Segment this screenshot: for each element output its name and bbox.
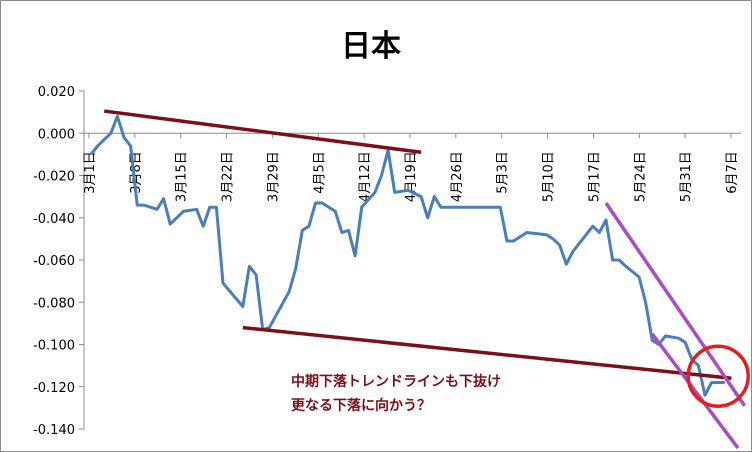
x-tick-label: 4月12日 xyxy=(358,151,373,202)
trend-line xyxy=(103,109,422,154)
x-tick-label: 3月1日 xyxy=(83,151,98,194)
annotation-line-1: 中期下落トレンドラインも下抜け xyxy=(291,373,501,390)
trend-line xyxy=(650,332,740,450)
trend-line xyxy=(242,325,732,381)
y-tick-label: 0.020 xyxy=(38,85,75,100)
y-tick-label: -0.060 xyxy=(33,254,75,269)
y-tick-label: -0.040 xyxy=(33,212,75,227)
x-tick-label: 5月24日 xyxy=(633,151,648,202)
y-tick-label: -0.140 xyxy=(33,423,75,438)
x-tick-label: 3月22日 xyxy=(221,151,236,202)
y-axis: 0.020 0.000 -0.020 -0.040 -0.060 -0.080 -0.100… xyxy=(33,85,85,438)
x-tick-label: 5月31日 xyxy=(679,151,694,202)
y-tick-label: -0.120 xyxy=(33,381,75,396)
series-line xyxy=(89,114,725,397)
trend-line xyxy=(604,201,747,407)
annotation-line-2: 更なる下落に向かう？ xyxy=(291,397,431,414)
x-tick-label: 4月26日 xyxy=(450,151,465,202)
x-tick-label: 5月10日 xyxy=(542,151,557,202)
x-tick-label: 6月7日 xyxy=(725,151,740,194)
y-tick-label: -0.080 xyxy=(33,296,75,311)
y-tick-label: -0.100 xyxy=(33,339,75,354)
y-tick-label: -0.020 xyxy=(33,170,75,185)
x-tick-label: 5月17日 xyxy=(587,151,602,202)
annotation-layer: 中期下落トレンドラインも下抜け 更なる下落に向かう？ xyxy=(291,373,501,414)
x-tick-label: 3月29日 xyxy=(266,151,281,202)
x-tick-label: 5月3日 xyxy=(496,151,511,194)
highlight-circle xyxy=(686,344,750,408)
y-tick-label: 0.000 xyxy=(38,127,75,142)
series-layer xyxy=(89,114,725,397)
x-tick-label: 4月5日 xyxy=(312,151,327,194)
x-tick-label: 3月15日 xyxy=(175,151,190,202)
chart-title: 日本 xyxy=(341,29,401,64)
trend-layer xyxy=(103,109,750,450)
x-axis: 3月1日 3月8日 3月15日 3月22日 3月29日 4月5日 4月12日 4月19日 4月2… xyxy=(83,132,741,202)
